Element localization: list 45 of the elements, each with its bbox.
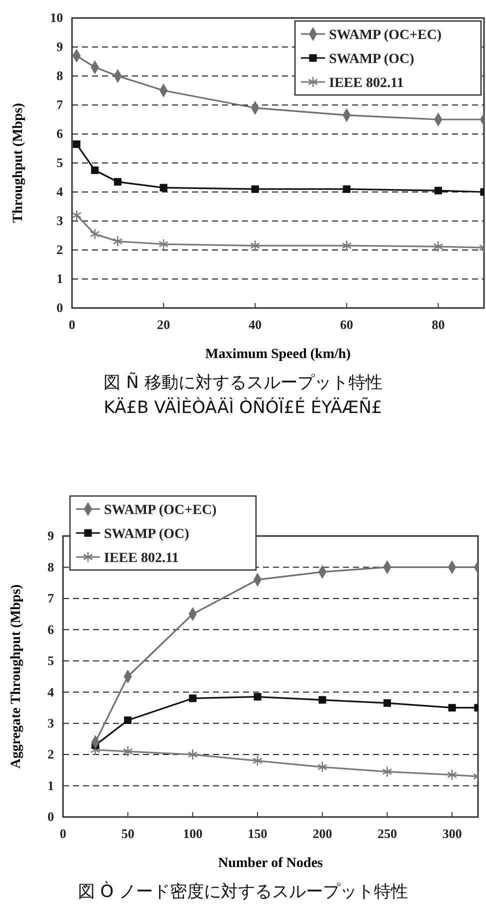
y-tick-label: 8 (56, 68, 64, 84)
text: 図 Ò ノード密度に対するスループット特性 (78, 881, 408, 902)
legend-label: SWAMP (OC) (329, 52, 414, 67)
x-tick-label: 250 (377, 826, 397, 842)
y-tick-label: 5 (56, 155, 64, 170)
y-tick-label: 3 (56, 213, 64, 228)
x-tick-label: 150 (248, 826, 268, 842)
y-tick-label: 1 (56, 271, 63, 286)
y-tick-label: 8 (48, 559, 54, 574)
y-tick-label: 2 (56, 242, 63, 258)
y-tick-label: 3 (48, 715, 54, 730)
y-tick-label: 2 (48, 746, 54, 762)
x-axis-title: Maximum Speed (km/h) (205, 347, 352, 362)
y-axis-title: Throughput (Mbps) (11, 102, 26, 223)
x-tick-label: 60 (340, 317, 354, 332)
y-tick-label: 6 (48, 622, 54, 637)
y-tick-label: 4 (48, 684, 54, 700)
x-tick-label: 40 (248, 317, 262, 332)
y-tick-label: 5 (48, 653, 54, 668)
text: KÄ£B VÄÌÈÒÀÄÌ ÒÑÓÏ£É ÉYÄÆÑ£ (104, 397, 382, 418)
x-tick-label: 0 (68, 317, 76, 332)
y-tick-label: 6 (56, 126, 64, 142)
y-tick-label: 10 (50, 10, 63, 26)
x-tick-label: 80 (432, 317, 445, 332)
legend-label: SWAMP (OC+EC) (104, 503, 217, 518)
y-tick-label: 7 (56, 97, 64, 112)
y-tick-label: 0 (56, 300, 63, 316)
x-tick-label: 50 (121, 826, 134, 842)
y-tick-label: 1 (48, 778, 54, 793)
x-axis-title: Number of Nodes (218, 856, 324, 871)
y-axis-title: Aggregate Throughput (Mbps) (9, 584, 24, 769)
y-tick-label: 9 (48, 528, 54, 544)
x-tick-label: 100 (182, 826, 202, 842)
x-tick-label: 300 (442, 826, 462, 842)
legend-label: IEEE 802.11 (104, 551, 179, 566)
y-tick-label: 7 (48, 590, 54, 606)
legend-label: SWAMP (OC+EC) (329, 28, 442, 43)
y-tick-label: 9 (56, 39, 64, 54)
text: 図 Ñ 移動に対するスループット特性 (104, 372, 382, 393)
y-tick-label: 0 (48, 809, 54, 824)
x-tick-label: 200 (312, 826, 332, 842)
legend-label: IEEE 802.11 (329, 76, 404, 91)
x-tick-label: 20 (157, 317, 170, 332)
y-tick-label: 4 (56, 184, 64, 200)
legend-label: SWAMP (OC) (104, 527, 190, 542)
